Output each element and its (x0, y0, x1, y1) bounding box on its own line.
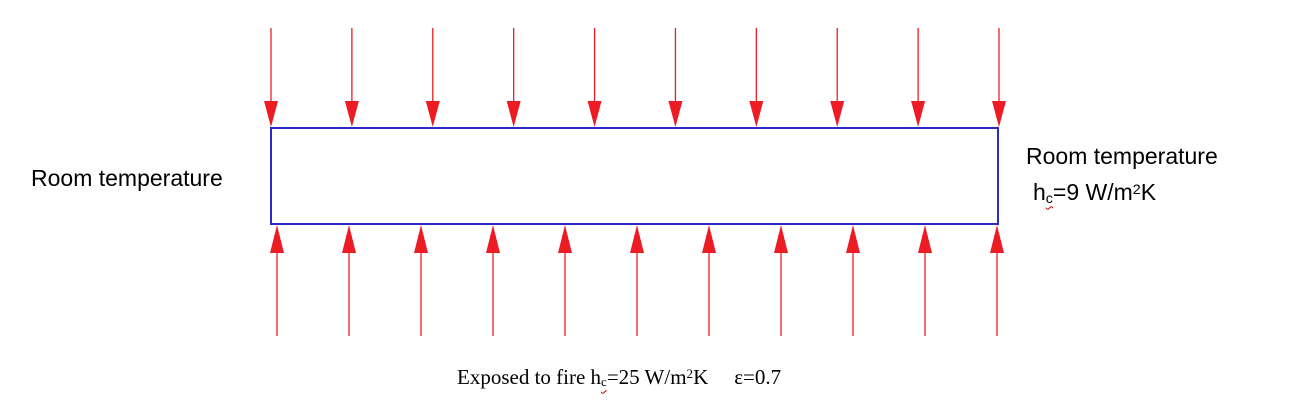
bottom-heat-arrow (486, 225, 500, 336)
top-heat-arrow (992, 28, 1006, 127)
unit-exponent: 2 (1132, 181, 1141, 198)
emissivity-value: ε=0.7 (734, 365, 782, 389)
unit-suffix: K (1140, 179, 1157, 205)
coefficient-symbol: h (590, 365, 602, 389)
bottom-heat-arrows (270, 225, 1004, 336)
top-heat-arrow (911, 28, 926, 127)
coefficient-value: =25 W/m (606, 365, 687, 389)
top-heat-arrow (506, 28, 521, 127)
fire-exposure-prefix: Exposed to fire (457, 365, 591, 389)
bottom-heat-arrow (630, 225, 644, 336)
bottom-heat-arrow (702, 225, 716, 336)
fire-exposure-label: Exposed to fire hc=25 W/m2K ε=0.7 (457, 365, 782, 390)
top-heat-arrow (668, 28, 683, 127)
top-heat-arrow (587, 28, 602, 127)
coefficient-symbol: h (1033, 179, 1046, 205)
right-convection-coefficient: hc=9 W/m2K (1033, 179, 1157, 207)
bottom-heat-arrow (342, 225, 356, 336)
top-heat-arrows (264, 28, 1006, 127)
left-boundary-label: Room temperature (31, 165, 223, 191)
bottom-heat-arrow (414, 225, 428, 336)
top-heat-arrow (749, 28, 764, 127)
top-heat-arrow (264, 28, 278, 127)
plate-section (270, 127, 999, 225)
bottom-heat-arrow (846, 225, 860, 336)
bottom-heat-arrow (990, 225, 1004, 336)
top-heat-arrow (425, 28, 440, 127)
bottom-heat-arrow (774, 225, 788, 336)
right-boundary-label: Room temperature (1026, 143, 1218, 169)
coefficient-subscript: c (601, 374, 607, 390)
unit-exponent: 2 (686, 366, 694, 382)
bottom-heat-arrow (918, 225, 932, 336)
top-heat-arrow (830, 28, 845, 127)
top-heat-arrow (344, 28, 359, 127)
coefficient-subscript: c (1045, 190, 1053, 207)
bottom-heat-arrow (270, 225, 284, 336)
bottom-heat-arrow (558, 225, 572, 336)
unit-suffix: K (693, 365, 709, 389)
coefficient-value: =9 W/m (1052, 179, 1133, 205)
